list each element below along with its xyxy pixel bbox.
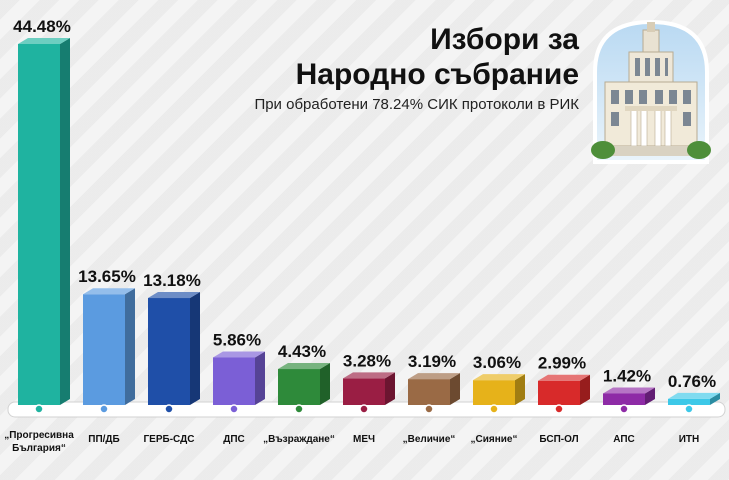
marker-dot-2 — [99, 404, 109, 414]
bar-side-3 — [190, 292, 200, 405]
bar-side-1 — [60, 38, 70, 405]
data-label-4: 5.86% — [213, 330, 261, 349]
bar-side-2 — [125, 288, 135, 405]
marker-dot-5 — [294, 404, 304, 414]
bar-side-5 — [320, 363, 330, 405]
data-label-9: 2.99% — [538, 354, 586, 373]
category-label-10: АПС — [613, 434, 635, 445]
bar-top-6 — [343, 372, 395, 379]
bar-top-2 — [83, 288, 135, 295]
marker-dot-8 — [489, 404, 499, 414]
bar-side-6 — [385, 372, 395, 405]
bar-5 — [278, 369, 320, 405]
marker-dot-1 — [34, 404, 44, 414]
marker-dot-11 — [684, 404, 694, 414]
chart-subtitle: При обработени 78.24% СИК протоколи в РИ… — [254, 96, 579, 113]
data-label-5: 4.43% — [278, 342, 326, 361]
marker-dot-7 — [424, 404, 434, 414]
marker-dot-6 — [359, 404, 369, 414]
bar-9 — [538, 380, 580, 405]
bar-top-9 — [538, 374, 590, 381]
bar-top-3 — [148, 292, 200, 299]
bar-side-11 — [710, 392, 720, 405]
category-label-4: ДПС — [223, 434, 245, 445]
bar-top-10 — [603, 387, 655, 394]
bar-side-10 — [645, 387, 655, 405]
data-label-11: 0.76% — [668, 372, 716, 391]
category-label-2: ПП/ДБ — [88, 434, 119, 445]
bar-top-8 — [473, 374, 525, 381]
category-label-8: „Сияние“ — [471, 434, 518, 445]
bar-2 — [83, 294, 125, 405]
data-label-6: 3.28% — [343, 351, 391, 370]
category-label-7: „Величие“ — [403, 434, 456, 445]
bar-top-4 — [213, 351, 265, 358]
bar-top-5 — [278, 363, 330, 370]
chart-title-line-1: Избори за — [430, 23, 579, 56]
bar-side-9 — [580, 374, 590, 405]
category-label-3: ГЕРБ-СДС — [144, 434, 195, 445]
marker-dot-3 — [164, 404, 174, 414]
data-label-2: 13.65% — [78, 267, 136, 286]
category-label-5: „Възраждане“ — [263, 434, 335, 445]
marker-dot-9 — [554, 404, 564, 414]
bar-10 — [603, 393, 645, 405]
data-label-10: 1.42% — [603, 366, 651, 385]
category-label-11: ИТН — [679, 434, 700, 445]
category-label-1: „Прогресивна България“ — [4, 430, 74, 454]
category-label-9: БСП-ОЛ — [539, 434, 578, 445]
bar-11 — [668, 398, 710, 405]
bar-4 — [213, 357, 255, 405]
bar-side-8 — [515, 374, 525, 405]
data-label-8: 3.06% — [473, 353, 521, 372]
bar-top-7 — [408, 373, 460, 380]
data-label-1: 44.48% — [13, 17, 71, 36]
parliament-building-icon — [591, 19, 711, 164]
bar-8 — [473, 380, 515, 405]
title-block: Избори за Народно събрание При обработен… — [254, 22, 579, 113]
bar-top-11 — [668, 392, 720, 399]
bar-side-7 — [450, 373, 460, 405]
chart-title-line-2: Народно събрание — [295, 58, 579, 91]
marker-dot-10 — [619, 404, 629, 414]
data-label-7: 3.19% — [408, 352, 456, 371]
bar-6 — [343, 378, 385, 405]
bar-top-1 — [18, 38, 70, 44]
bar-7 — [408, 379, 450, 405]
bar-3 — [148, 298, 190, 405]
data-label-3: 13.18% — [143, 271, 201, 290]
category-label-6: МЕЧ — [353, 434, 375, 445]
bar-side-4 — [255, 351, 265, 405]
bar-1 — [18, 44, 60, 405]
marker-dot-4 — [229, 404, 239, 414]
